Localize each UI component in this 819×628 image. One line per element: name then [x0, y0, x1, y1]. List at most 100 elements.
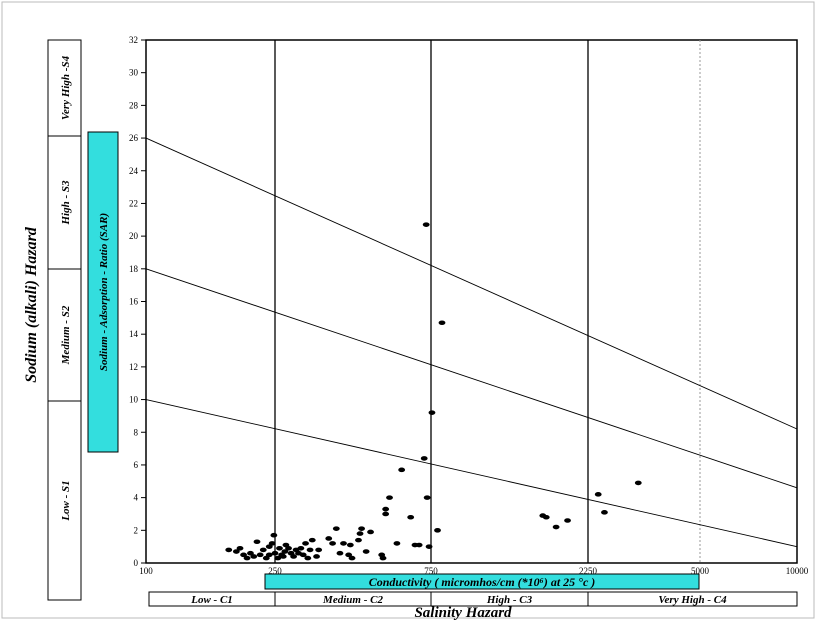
- salinity-class-label: Very High - C4: [658, 594, 727, 606]
- sodium-class-cell: [47, 400, 82, 601]
- data-point: [564, 518, 571, 523]
- y-tick-label: 2: [134, 525, 139, 535]
- data-point: [256, 552, 264, 558]
- data-point: [290, 554, 298, 559]
- sodium-class-label: Low - S1: [60, 480, 72, 521]
- data-point: [415, 542, 423, 548]
- data-point: [265, 552, 273, 558]
- x-tick-label: 5000: [691, 566, 710, 576]
- data-point: [594, 492, 602, 497]
- y-tick-label: 6: [134, 460, 139, 470]
- x-axis-ticks: 100 250 750 2250 5000 10000: [139, 566, 809, 576]
- x-tick-label: 750: [424, 566, 438, 576]
- data-point: [358, 526, 365, 531]
- salinity-class-label: Medium - C2: [322, 594, 383, 606]
- data-point: [253, 539, 261, 545]
- data-point: [379, 555, 387, 561]
- y-tick-label: 26: [129, 133, 139, 143]
- data-point: [393, 541, 401, 546]
- data-point: [552, 524, 560, 530]
- data-point: [542, 514, 550, 520]
- data-point: [367, 529, 374, 535]
- sar-label-box: [87, 131, 119, 453]
- sodium-class-cell: [47, 39, 82, 137]
- data-point: [232, 549, 240, 554]
- sar-boundary-line: [145, 137, 798, 430]
- x-tick-label: 250: [268, 566, 282, 576]
- data-point: [428, 410, 436, 415]
- data-point: [268, 541, 276, 546]
- data-point: [306, 547, 314, 553]
- data-point: [302, 541, 309, 546]
- data-point: [308, 537, 316, 543]
- salinity-class-label: Low - C1: [190, 594, 233, 606]
- plot-area: [145, 39, 798, 564]
- y-tick-label: 16: [129, 297, 139, 307]
- x-axis-title: Salinity Hazard: [414, 605, 512, 621]
- conductivity-label: Conductivity ( micromhos/cm (*10⁶) at 25…: [369, 575, 596, 589]
- data-point: [438, 320, 446, 326]
- data-point: [362, 549, 370, 554]
- conductivity-box: [264, 573, 700, 590]
- data-point: [236, 545, 244, 551]
- data-point: [297, 545, 305, 551]
- data-point: [271, 550, 279, 556]
- data-point: [329, 541, 336, 546]
- data-point: [225, 547, 233, 553]
- x-tick-label: 2250: [579, 566, 598, 576]
- y-tick-label: 14: [129, 329, 139, 339]
- data-point: [348, 555, 356, 561]
- y-tick-label: 18: [129, 264, 139, 274]
- data-point: [313, 554, 320, 559]
- data-point: [425, 544, 433, 549]
- y-tick-label: 8: [134, 427, 139, 437]
- data-point: [601, 510, 608, 515]
- data-point: [340, 541, 347, 546]
- y-tick-label: 10: [129, 395, 139, 405]
- data-point: [250, 554, 258, 559]
- y-tick-label: 12: [129, 362, 138, 372]
- sar-label: Sodium - Adsorption - Ratio (SAR): [98, 213, 110, 371]
- y-tick-label: 4: [134, 493, 139, 503]
- data-point: [274, 555, 282, 561]
- data-point: [346, 542, 354, 548]
- x-tick-label: 10000: [786, 566, 809, 576]
- data-point: [259, 547, 267, 553]
- data-point: [345, 552, 353, 558]
- data-point: [325, 536, 333, 541]
- data-point: [243, 555, 251, 561]
- data-point: [355, 537, 362, 543]
- data-point: [356, 531, 364, 536]
- data-point: [240, 552, 247, 558]
- data-point: [634, 480, 642, 486]
- data-point: [398, 467, 406, 473]
- data-point: [299, 552, 307, 558]
- data-point: [315, 547, 323, 553]
- sar-boundary-lines: [145, 137, 798, 548]
- sodium-class-cell: [47, 135, 82, 270]
- sar-boundary-line: [145, 399, 798, 548]
- data-point: [247, 550, 254, 556]
- data-point: [270, 532, 278, 538]
- y-tick-label: 0: [134, 558, 139, 568]
- y-tick-label: 24: [129, 166, 139, 176]
- data-point: [276, 545, 283, 551]
- salinity-class-row: Low - C1 Medium - C2 High - C3 Very High - …: [148, 591, 798, 607]
- data-point: [420, 456, 428, 461]
- data-point: [336, 550, 344, 556]
- y-tick-label: 20: [129, 231, 139, 241]
- x-tick-label: 100: [139, 566, 153, 576]
- data-point: [422, 222, 430, 227]
- y-tick-label: 28: [129, 100, 139, 110]
- data-point: [332, 526, 340, 531]
- salinity-class-cell: [587, 591, 798, 607]
- salinity-class-label: High - C3: [486, 594, 533, 606]
- class-divider-lines: [274, 40, 701, 563]
- sodium-class-label: High - S3: [60, 180, 72, 226]
- data-point: [285, 545, 292, 551]
- data-point: [281, 549, 289, 554]
- sodium-class-cell: [47, 268, 82, 402]
